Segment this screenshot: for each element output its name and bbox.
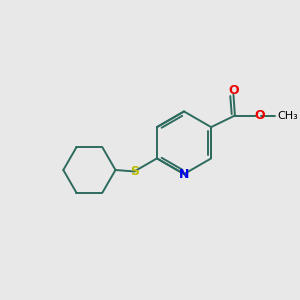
Text: O: O (254, 109, 265, 122)
Text: CH₃: CH₃ (278, 110, 298, 121)
Text: N: N (179, 168, 189, 181)
Text: S: S (130, 165, 139, 178)
Text: O: O (228, 84, 239, 98)
